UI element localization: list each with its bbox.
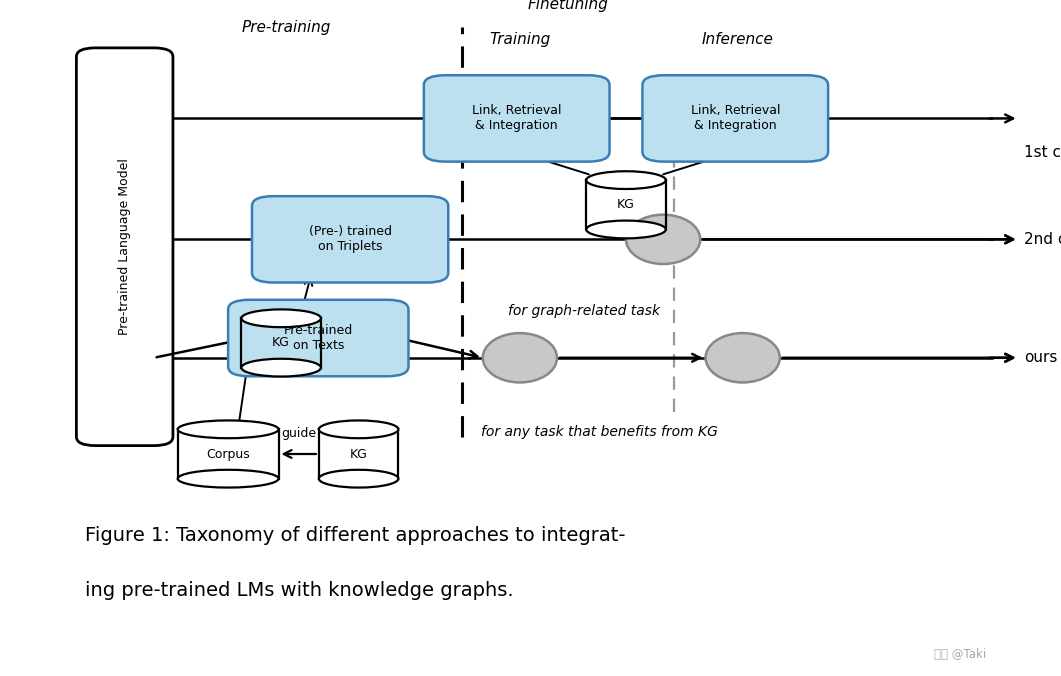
Text: ing pre-trained LMs with knowledge graphs.: ing pre-trained LMs with knowledge graph…	[85, 581, 514, 600]
Ellipse shape	[319, 420, 399, 438]
Text: KG: KG	[273, 337, 290, 349]
Text: Corpus: Corpus	[206, 448, 250, 460]
FancyBboxPatch shape	[423, 75, 609, 162]
Text: ours: ours	[1024, 350, 1057, 365]
Ellipse shape	[586, 171, 666, 189]
Text: Training: Training	[489, 32, 551, 47]
Text: 知乎 @Taki: 知乎 @Taki	[935, 648, 987, 661]
Text: Link, Retrieval
& Integration: Link, Retrieval & Integration	[472, 104, 561, 132]
Ellipse shape	[319, 470, 399, 487]
Text: 1st class: 1st class	[1024, 145, 1061, 160]
Polygon shape	[586, 180, 666, 229]
Text: KG: KG	[618, 198, 634, 212]
Ellipse shape	[626, 215, 700, 264]
FancyBboxPatch shape	[76, 48, 173, 445]
Polygon shape	[241, 318, 320, 368]
Text: Link, Retrieval
& Integration: Link, Retrieval & Integration	[691, 104, 780, 132]
FancyBboxPatch shape	[253, 196, 448, 283]
Text: for graph-related task: for graph-related task	[507, 304, 660, 318]
Ellipse shape	[483, 333, 557, 383]
Text: guide: guide	[281, 427, 316, 440]
Ellipse shape	[586, 220, 666, 239]
Ellipse shape	[178, 470, 278, 487]
Text: KG: KG	[350, 448, 367, 460]
Text: Pre-trained
on Texts: Pre-trained on Texts	[283, 324, 353, 352]
Text: Inference: Inference	[701, 32, 773, 47]
Ellipse shape	[706, 333, 780, 383]
Text: (Pre-) trained
on Triplets: (Pre-) trained on Triplets	[309, 225, 392, 254]
Ellipse shape	[178, 420, 278, 438]
Ellipse shape	[242, 359, 321, 377]
Text: 2nd class: 2nd class	[1024, 232, 1061, 247]
Ellipse shape	[242, 310, 321, 327]
Text: Pre-training: Pre-training	[242, 20, 331, 34]
Text: Finetuning: Finetuning	[527, 0, 608, 12]
Text: Pre-trained Language Model: Pre-trained Language Model	[118, 158, 132, 335]
FancyBboxPatch shape	[642, 75, 828, 162]
FancyBboxPatch shape	[228, 299, 408, 377]
Text: Figure 1: Taxonomy of different approaches to integrat-: Figure 1: Taxonomy of different approach…	[85, 527, 625, 546]
Polygon shape	[177, 429, 278, 479]
Polygon shape	[319, 429, 399, 479]
Text: for any task that benefits from KG: for any task that benefits from KG	[481, 425, 718, 439]
